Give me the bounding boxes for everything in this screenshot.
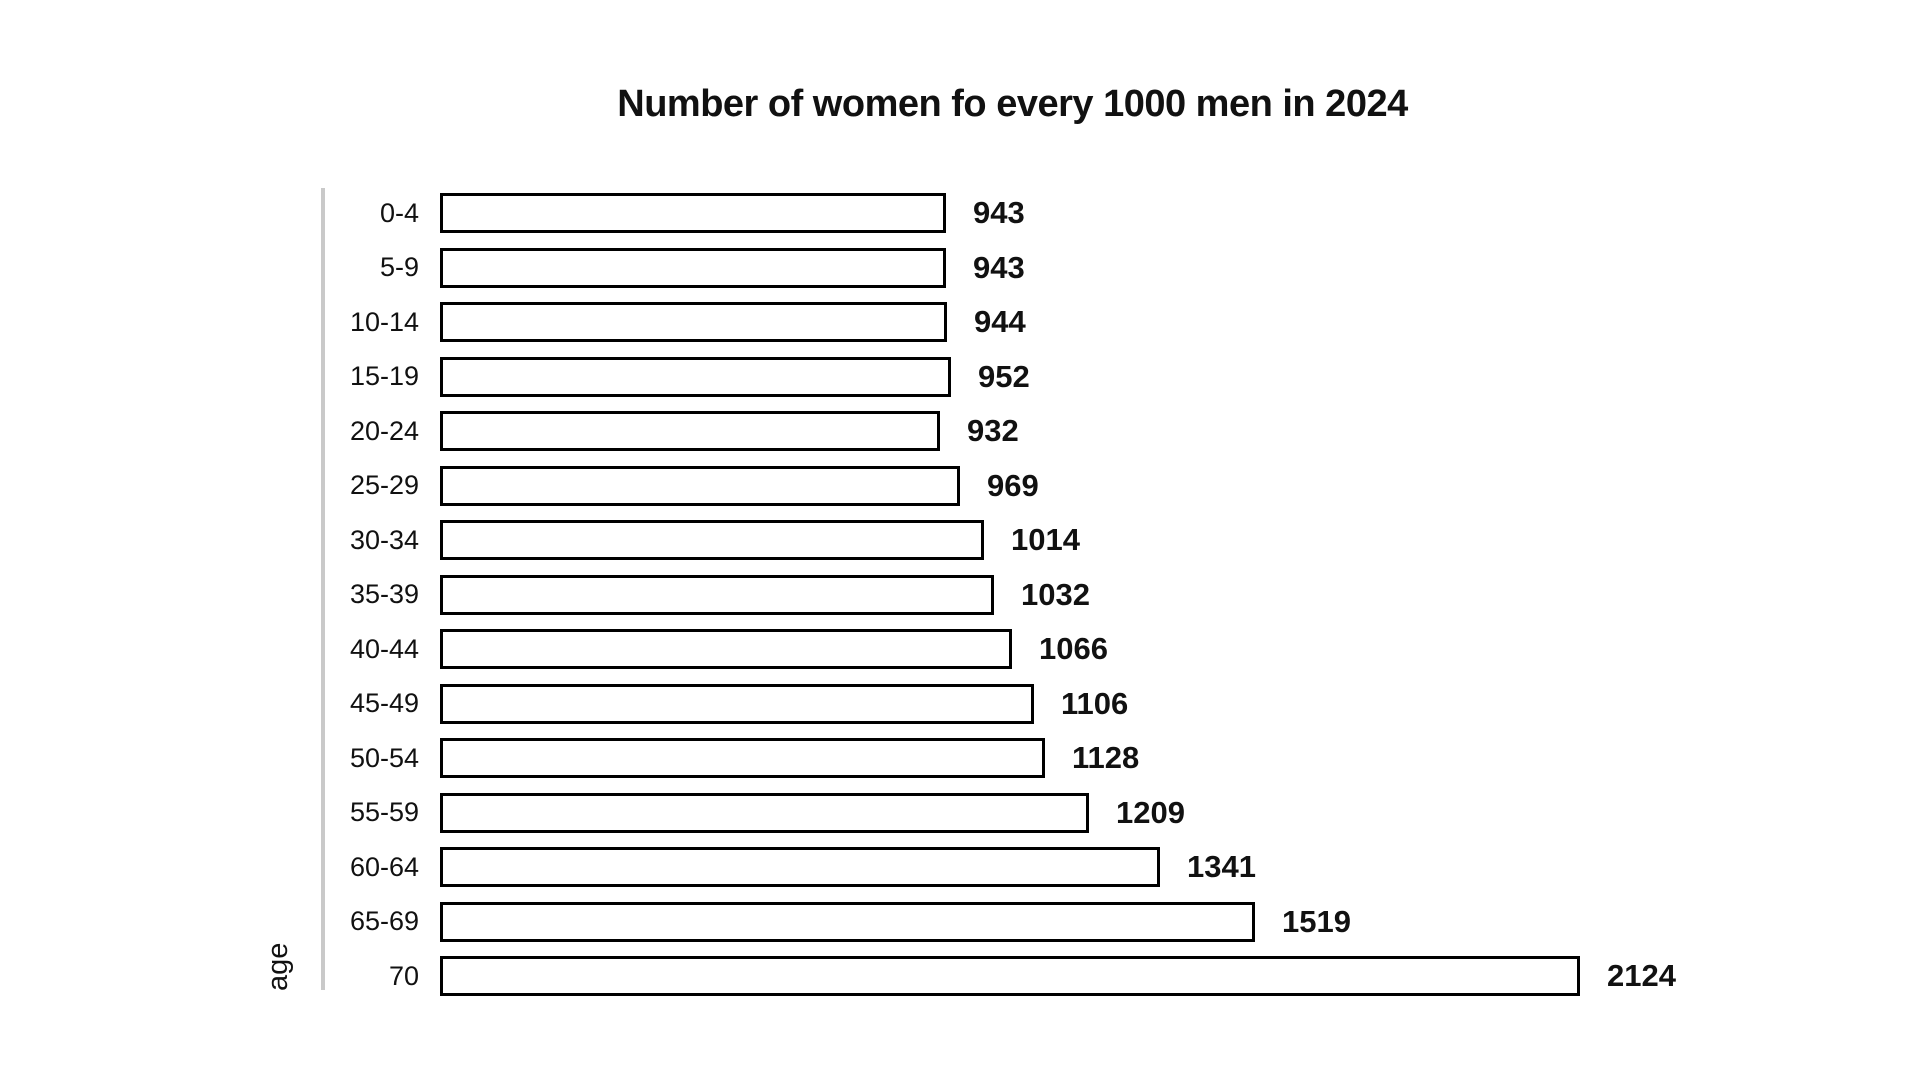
bar-fill <box>445 309 949 349</box>
bar-fill <box>445 963 1582 1003</box>
category-label: 60-64 <box>349 851 419 882</box>
value-label: 969 <box>987 467 1039 503</box>
bars-area: 0-4 943 5-9 943 10-14 944 15-19 952 20-24 932 25-2… <box>323 186 1823 1004</box>
y-axis-line <box>321 188 325 990</box>
bar <box>440 847 1162 894</box>
value-label: 2124 <box>1607 958 1676 994</box>
chart-title: Number of women fo every 1000 men in 202… <box>617 83 1408 125</box>
chart-row: 25-29 969 <box>323 459 1823 514</box>
value-label: 932 <box>967 413 1019 449</box>
value-label: 1341 <box>1187 849 1256 885</box>
bar <box>440 520 986 567</box>
category-label: 5-9 <box>379 252 419 283</box>
chart-row: 50-54 1128 <box>323 731 1823 786</box>
category-label: 35-39 <box>349 579 419 610</box>
value-label: 944 <box>974 304 1026 340</box>
chart-row: 35-39 1032 <box>323 568 1823 623</box>
bar <box>440 901 1257 948</box>
bar <box>440 956 1582 1003</box>
bar-fill <box>445 418 942 458</box>
chart-row: 70 2124 <box>323 949 1823 1004</box>
category-label: 10-14 <box>349 306 419 337</box>
bar <box>440 465 962 512</box>
value-label: 943 <box>973 195 1025 231</box>
category-label: 55-59 <box>349 797 419 828</box>
category-label: 70 <box>388 960 419 991</box>
bar <box>440 738 1047 785</box>
chart-row: 65-69 1519 <box>323 895 1823 950</box>
chart-row: 45-49 1106 <box>323 677 1823 732</box>
value-label: 943 <box>973 249 1025 285</box>
value-label: 1209 <box>1116 794 1185 830</box>
bar-fill <box>445 254 948 294</box>
category-label: 40-44 <box>349 633 419 664</box>
value-label: 1014 <box>1011 522 1080 558</box>
value-label: 952 <box>978 358 1030 394</box>
bar-fill <box>445 527 986 567</box>
bar <box>440 792 1091 839</box>
chart-row: 5-9 943 <box>323 241 1823 296</box>
chart-row: 15-19 952 <box>323 350 1823 405</box>
bar <box>440 247 948 294</box>
value-label: 1128 <box>1072 740 1140 776</box>
bar <box>440 683 1036 730</box>
category-label: 65-69 <box>349 906 419 937</box>
bar <box>440 356 953 403</box>
value-label: 1032 <box>1021 576 1090 612</box>
bar <box>440 629 1014 676</box>
bar-fill <box>445 363 953 403</box>
category-label: 20-24 <box>349 415 419 446</box>
bar-fill <box>445 908 1257 948</box>
chart-row: 30-34 1014 <box>323 513 1823 568</box>
bar <box>440 574 996 621</box>
chart-row: 40-44 1066 <box>323 622 1823 677</box>
category-label: 50-54 <box>349 742 419 773</box>
category-label: 30-34 <box>349 524 419 555</box>
chart-row: 20-24 932 <box>323 404 1823 459</box>
bar-fill <box>445 200 948 240</box>
category-label: 0-4 <box>379 197 419 228</box>
bar-fill <box>445 690 1036 730</box>
bar-fill <box>445 854 1162 894</box>
bar-fill <box>445 745 1047 785</box>
bar-fill <box>445 581 996 621</box>
bar <box>440 302 949 349</box>
bar-fill <box>445 636 1014 676</box>
bar-fill <box>445 799 1091 839</box>
bar <box>440 411 942 458</box>
category-label: 15-19 <box>349 361 419 392</box>
bar-fill <box>445 472 962 512</box>
category-label: 45-49 <box>349 688 419 719</box>
value-label: 1106 <box>1061 685 1129 721</box>
y-axis-label: age <box>262 942 294 991</box>
value-label: 1066 <box>1039 631 1108 667</box>
chart-row: 60-64 1341 <box>323 840 1823 895</box>
category-label: 25-29 <box>349 470 419 501</box>
value-label: 1519 <box>1282 903 1351 939</box>
chart-row: 10-14 944 <box>323 295 1823 350</box>
chart-row: 0-4 943 <box>323 186 1823 241</box>
bar <box>440 193 948 240</box>
chart-row: 55-59 1209 <box>323 786 1823 841</box>
